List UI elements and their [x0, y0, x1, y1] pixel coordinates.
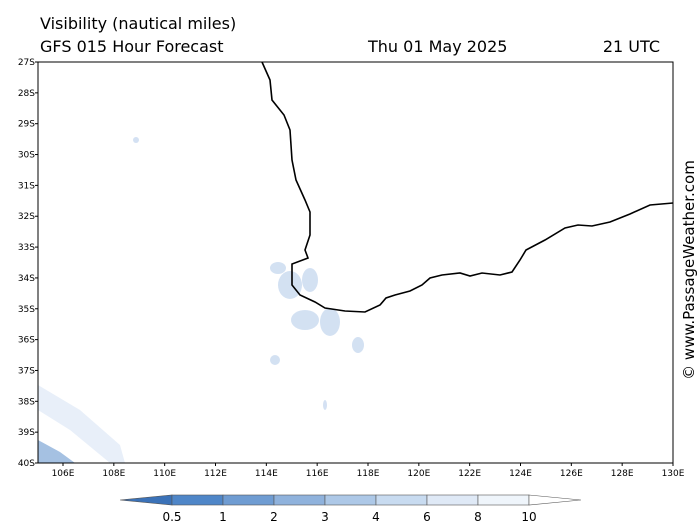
- colorbar-box: [375, 494, 428, 506]
- lat-label: 34S: [18, 274, 35, 284]
- lat-label: 33S: [18, 243, 35, 253]
- lon-label: 124E: [509, 469, 532, 479]
- lat-label: 30S: [18, 151, 35, 161]
- colorbar-label: 6: [423, 510, 431, 524]
- lon-label: 122E: [458, 469, 481, 479]
- colorbar-box: [171, 494, 224, 506]
- time: 21 UTC: [603, 37, 660, 56]
- lon-label: 106E: [52, 469, 75, 479]
- lat-label: 36S: [18, 336, 35, 346]
- lon-label: 110E: [153, 469, 176, 479]
- lon-label: 128E: [611, 469, 634, 479]
- colorbar-high: [528, 494, 582, 506]
- lon-label: 116E: [306, 469, 329, 479]
- visibility-field: [38, 137, 364, 463]
- lat-label: 27S: [18, 58, 35, 68]
- colorbar-box: [273, 494, 326, 506]
- lon-label: 120E: [407, 469, 430, 479]
- coastline: [261, 61, 674, 313]
- lat-label: 28S: [18, 89, 35, 99]
- title: Visibility (nautical miles): [40, 14, 236, 33]
- colorbar-box: [477, 494, 530, 506]
- colorbar-label: 0.5: [162, 510, 181, 524]
- colorbar-box: [324, 494, 377, 506]
- map: [37, 61, 674, 464]
- lon-label: 112E: [204, 469, 227, 479]
- lat-label: 32S: [18, 212, 35, 222]
- lon-label: 126E: [560, 469, 583, 479]
- colorbar-label: 2: [270, 510, 278, 524]
- lat-label: 40S: [18, 459, 35, 469]
- lon-label: 114E: [255, 469, 278, 479]
- map-frame: [37, 61, 674, 464]
- lon-label: 108E: [102, 469, 125, 479]
- lat-label: 31S: [18, 181, 35, 191]
- lon-label: 130E: [662, 469, 685, 479]
- colorbar-label: 3: [321, 510, 329, 524]
- colorbar-label: 10: [521, 510, 536, 524]
- colorbar: 0.5 1 2 3 4 6 8 10: [119, 494, 582, 524]
- model: GFS 015 Hour Forecast: [40, 37, 224, 56]
- colorbar-label: 4: [372, 510, 380, 524]
- watermark: © www.PassageWeather.com: [680, 160, 698, 380]
- date: Thu 01 May 2025: [367, 37, 507, 56]
- lat-label: 38S: [18, 397, 35, 407]
- lat-label: 35S: [18, 305, 35, 315]
- lat-label: 37S: [18, 366, 35, 376]
- colorbar-box: [222, 494, 275, 506]
- colorbar-low: [119, 494, 173, 506]
- lon-label: 118E: [357, 469, 380, 479]
- lat-label: 29S: [18, 120, 35, 130]
- colorbar-label: 1: [219, 510, 227, 524]
- map-background: [38, 62, 673, 463]
- colorbar-label: 8: [474, 510, 482, 524]
- lat-label: 39S: [18, 428, 35, 438]
- colorbar-box: [426, 494, 479, 506]
